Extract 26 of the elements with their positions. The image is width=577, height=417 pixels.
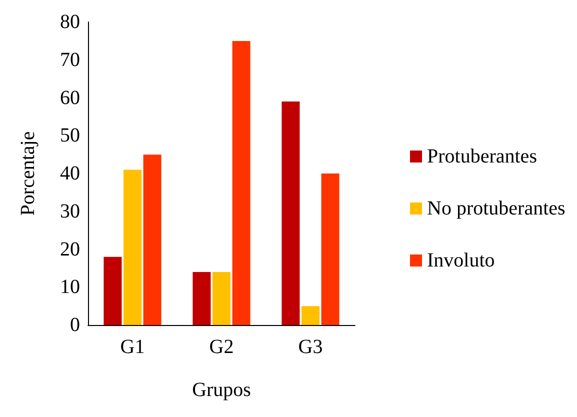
y-tick-label: 10: [60, 276, 80, 298]
x-tick-label: G2: [209, 336, 234, 358]
x-axis-title: Grupos: [192, 379, 252, 401]
bar: [232, 40, 250, 325]
y-axis-title: Porcentaje: [17, 131, 39, 216]
y-tick-label: 50: [60, 124, 80, 147]
y-tick-label: 20: [60, 238, 80, 260]
legend-label: Involuto: [427, 250, 495, 272]
bar: [143, 154, 162, 325]
x-tick-label: G1: [120, 336, 145, 358]
bar: [302, 306, 320, 325]
y-tick-label: 0: [70, 314, 80, 336]
bar: [212, 272, 230, 325]
bar: [321, 174, 340, 325]
legend-label: No protuberantes: [427, 198, 566, 220]
bar: [104, 256, 122, 325]
y-tick-label: 60: [60, 86, 80, 109]
y-tick-label: 80: [60, 11, 80, 33]
bar: [192, 272, 211, 325]
y-tick-label: 70: [60, 48, 80, 71]
y-tick-label: 40: [60, 162, 80, 184]
x-tick-label: G3: [298, 336, 323, 358]
legend-label: Protuberantes: [427, 146, 538, 168]
bar: [124, 170, 142, 325]
y-tick-label: 30: [60, 200, 80, 222]
bar: [282, 102, 300, 325]
